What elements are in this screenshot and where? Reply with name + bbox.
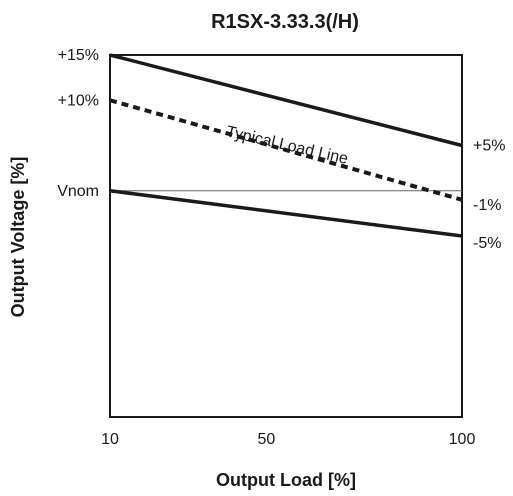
- series-layer: [109, 53, 463, 238]
- plot-frame: [109, 54, 463, 418]
- typical-load-line-label: Typical Load Line: [224, 123, 349, 168]
- x-tick-layer: 10 50 100: [101, 431, 475, 448]
- y-tick-label: Vnom: [57, 183, 99, 200]
- x-tick-label: 10: [101, 431, 119, 448]
- y-axis-label: Output Voltage [%]: [8, 157, 28, 318]
- y-tick-layer: +15% +10% Vnom: [57, 47, 99, 200]
- x-tick-label: 100: [449, 431, 476, 448]
- x-axis-label: Output Load [%]: [216, 470, 356, 490]
- x-tick-label: 50: [258, 431, 276, 448]
- y-tick-label: +10%: [58, 92, 99, 109]
- right-end-label: +5%: [473, 138, 505, 155]
- y-tick-label: +15%: [58, 47, 99, 64]
- right-label-layer: +5% -1% -5%: [473, 138, 505, 253]
- upper-limit-line: [109, 53, 463, 148]
- lower-limit-line: [109, 189, 463, 238]
- chart-title: R1SX-3.33.3(/H): [211, 11, 359, 33]
- right-end-label: -5%: [473, 235, 501, 252]
- right-end-label: -1%: [473, 197, 501, 214]
- typical-load-line: [109, 98, 463, 202]
